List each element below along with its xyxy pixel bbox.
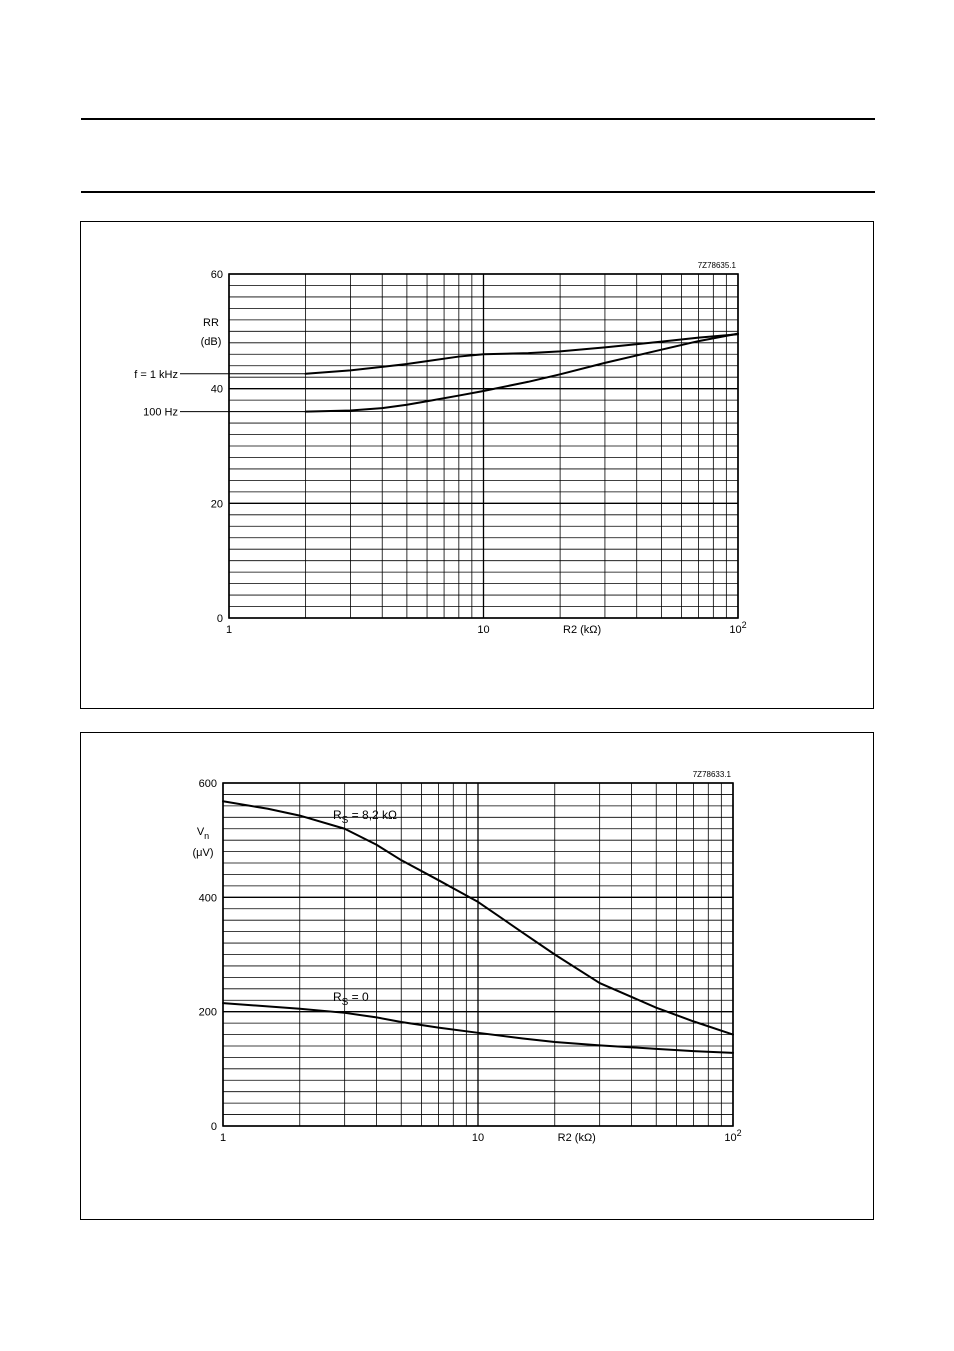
series-label: RS = 8,2 kΩ [333,808,397,826]
plot-frame [228,273,739,619]
figure-code: 7Z78633.1 [693,770,732,779]
series-label: 100 Hz [143,407,178,419]
series-label-sub: S [342,815,349,826]
y-axis-unit: (μV) [192,847,213,859]
chart-panel-ripple-rejection: 0 20 40 60 1 10 102 R2 (kΩ) RR (dB) 7Z78635.1 f = 1… [80,221,874,709]
series-label: RS = 0 [333,990,369,1008]
chart-panel-noise-voltage: 0 200 400 600 1 10 102 R2 (kΩ) Vn (μV) 7Z78633.1 RS… [80,732,874,1220]
series-label-main: R [333,990,342,1004]
x-tick-label-exp: 2 [737,1128,742,1138]
label-bg [102,402,180,417]
header-rule-top [81,118,875,120]
series-label: f = 1 kHz [134,369,178,381]
grid [222,782,734,1127]
figure-code: 7Z78635.1 [698,261,737,270]
y-axis-unit: (dB) [201,336,222,348]
x-tick-label-exp: 2 [742,620,747,630]
y-tick-label: 0 [211,1121,217,1133]
series-label-sub: S [342,997,349,1008]
series-label-rest: = 0 [348,990,369,1004]
y-axis-label-sub: n [204,831,209,841]
grid [228,273,739,619]
y-tick-label: 60 [211,269,223,281]
y-tick-label: 40 [211,384,223,396]
x-tick-label: 102 [729,620,746,636]
y-tick-label: 0 [217,613,223,625]
series-line [222,1002,734,1054]
x-tick-label: 10 [472,1132,484,1144]
y-tick-label: 200 [199,1007,217,1019]
series-label-main: R [333,808,342,822]
series-line [304,332,739,413]
plot-frame [222,782,734,1127]
series-line [222,800,734,1036]
y-axis-label-main: RR [203,317,219,329]
x-tick-label: 102 [724,1128,741,1144]
y-axis-label-main: V [197,826,205,838]
x-tick-label-base: 10 [729,624,741,636]
y-tick-label: 400 [199,892,217,904]
y-tick-label: 600 [199,778,217,790]
x-tick-label-base: 10 [477,624,489,636]
x-tick-label-base: 1 [226,624,232,636]
x-tick-label-base: 10 [472,1132,484,1144]
x-tick-label: 1 [220,1132,226,1144]
series-label-rest: = 8,2 kΩ [348,808,397,822]
x-tick-label-base: 1 [220,1132,226,1144]
x-axis-label: R2 (kΩ) [558,1132,596,1144]
label-bg [102,364,180,379]
y-axis-label: RR [203,317,219,329]
y-axis-label: Vn [197,826,209,841]
series-line [304,333,739,375]
x-tick-label: 10 [477,624,489,636]
y-tick-label: 20 [211,498,223,510]
x-axis-label: R2 (kΩ) [563,624,601,636]
x-tick-label-base: 10 [724,1132,736,1144]
x-tick-label: 1 [226,624,232,636]
header-rule-bottom [81,191,875,193]
